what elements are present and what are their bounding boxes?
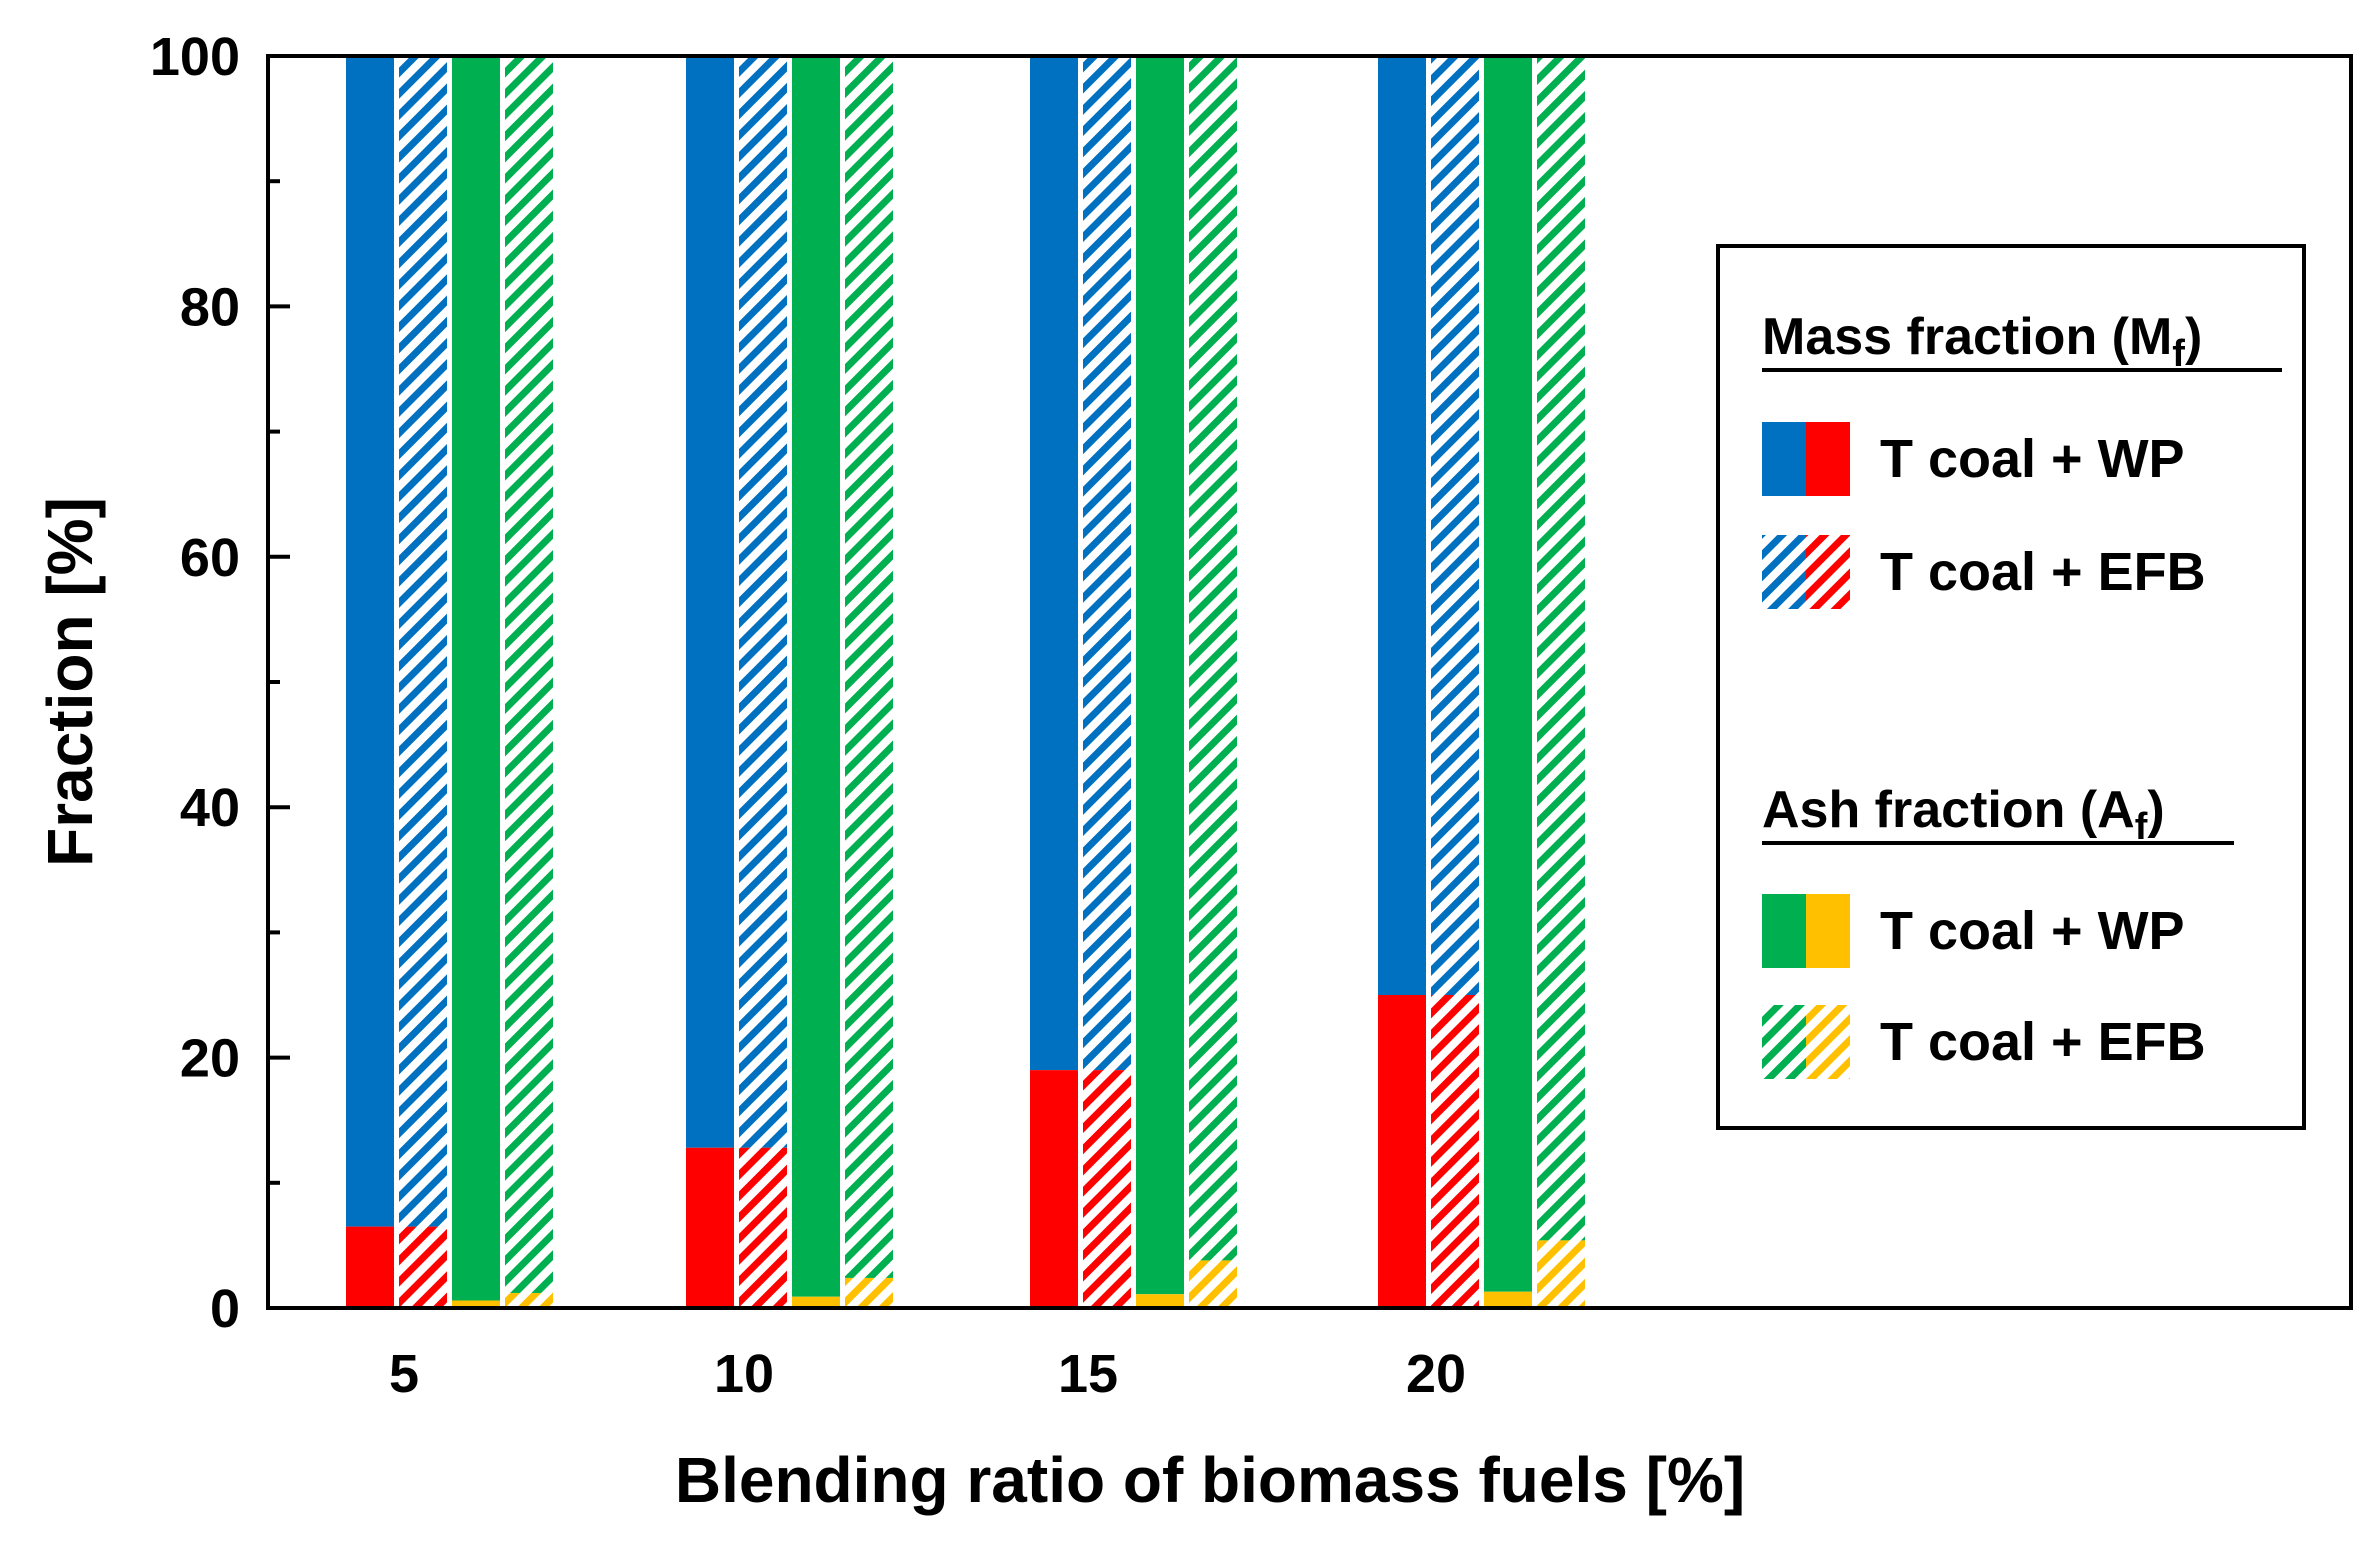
bar-coal-ash-efb-20 [1537,56,1585,1241]
bar-coal-ash-efb-10 [845,56,893,1278]
bar-coal-mass-wp-10 [686,56,734,1148]
y-axis-title: Fraction [%] [34,497,106,867]
legend-label-ash-efb: T coal + EFB [1880,1012,2206,1072]
legend-swatch-biomass [1806,894,1850,968]
bar-coal-ash-wp-15 [1136,56,1184,1295]
legend-box [1716,244,2306,1130]
bar-coal-ash-efb-15 [1189,56,1237,1261]
bar-biomass-mass-efb-5 [399,1226,447,1308]
legend-swatch-coal [1762,1005,1806,1079]
x-tick-label-10: 10 [714,1344,774,1404]
legend-heading-ash: Ash fraction (Af) [1762,781,2165,848]
bar-biomass-ash-wp-20 [1484,1291,1532,1308]
bar-coal-ash-wp-20 [1484,56,1532,1292]
bar-biomass-ash-wp-5 [452,1300,500,1308]
bar-biomass-ash-efb-10 [845,1277,893,1308]
bar-biomass-mass-efb-15 [1083,1070,1131,1308]
bar-biomass-mass-wp-5 [346,1226,394,1308]
y-tick-label-60: 60 [180,528,240,588]
x-axis-title: Blending ratio of biomass fuels [%] [675,1444,1745,1516]
bar-coal-mass-wp-5 [346,56,394,1227]
bar-coal-mass-wp-15 [1030,56,1078,1071]
bar-coal-mass-wp-20 [1378,56,1426,995]
bar-biomass-ash-efb-15 [1189,1260,1237,1308]
bar-coal-mass-efb-5 [399,56,447,1227]
legend: Mass fraction (Mf) T coal + WP T coal + EF… [1716,244,2306,1130]
bars-layer [346,56,1585,1308]
legend-label-mass-efb: T coal + EFB [1880,542,2206,602]
legend-swatch-coal [1762,422,1806,496]
y-tick-label-80: 80 [180,277,240,337]
bar-biomass-ash-wp-15 [1136,1294,1184,1308]
bar-coal-mass-efb-20 [1431,56,1479,995]
bar-biomass-ash-efb-5 [505,1292,553,1308]
legend-swatch-coal [1762,894,1806,968]
legend-content: Mass fraction (Mf) T coal + WP T coal + EF… [1762,308,2282,1079]
bar-biomass-ash-wp-10 [792,1296,840,1308]
legend-swatch-biomass [1806,1005,1850,1079]
x-tick-label-15: 15 [1058,1344,1118,1404]
legend-label-mass-wp: T coal + WP [1880,429,2185,489]
x-axis: 5 10 15 20 [389,1344,1466,1404]
y-tick-label-40: 40 [180,778,240,838]
legend-swatch-biomass [1806,535,1850,609]
bar-biomass-mass-efb-20 [1431,995,1479,1308]
bar-biomass-mass-efb-10 [739,1147,787,1308]
legend-swatch-biomass [1806,422,1850,496]
legend-label-ash-wp: T coal + WP [1880,901,2185,961]
x-tick-label-20: 20 [1406,1344,1466,1404]
legend-heading-mass: Mass fraction (Mf) [1762,308,2202,375]
bar-coal-mass-efb-15 [1083,56,1131,1071]
bar-coal-ash-wp-5 [452,56,500,1301]
y-tick-label-20: 20 [180,1029,240,1089]
y-axis: 0 20 40 60 80 100 [150,27,290,1339]
x-tick-label-5: 5 [389,1344,419,1404]
bar-biomass-mass-wp-10 [686,1147,734,1308]
bar-coal-mass-efb-10 [739,56,787,1148]
bar-biomass-mass-wp-20 [1378,995,1426,1308]
y-tick-label-100: 100 [150,27,240,87]
bar-coal-ash-efb-5 [505,56,553,1293]
bar-biomass-ash-efb-20 [1537,1240,1585,1308]
legend-swatch-coal [1762,535,1806,609]
bar-coal-ash-wp-10 [792,56,840,1297]
y-tick-label-0: 0 [210,1279,240,1339]
bar-biomass-mass-wp-15 [1030,1070,1078,1308]
